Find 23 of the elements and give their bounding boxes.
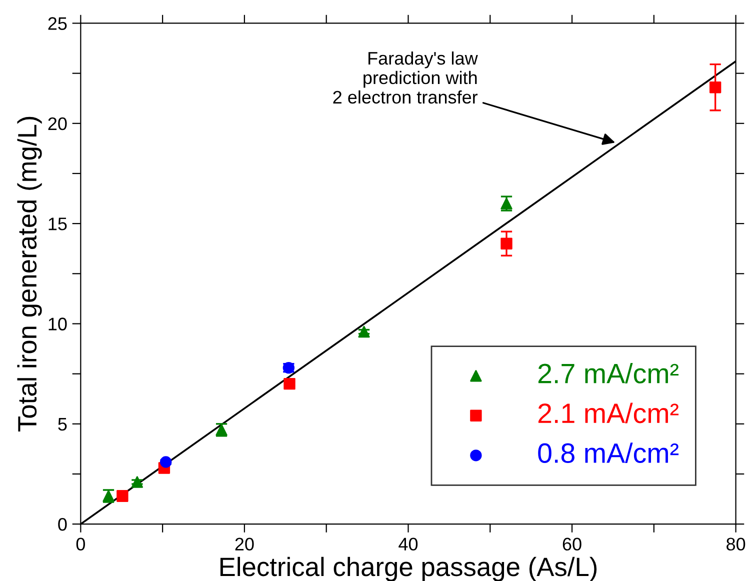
- point: [358, 326, 370, 338]
- legend-label: 2.7 mA/cm²: [538, 363, 679, 384]
- y-tick-label: 5: [58, 418, 67, 431]
- x-tick-label: 40: [398, 538, 418, 551]
- legend-label: 2.1 mA/cm²: [538, 402, 679, 424]
- y-tick-label: 15: [48, 218, 67, 230]
- annotation: Faraday's law prediction with 2 electron transfer: [333, 51, 478, 104]
- point: [160, 456, 172, 468]
- x-tick-label: 20: [235, 538, 254, 551]
- y-tick-label: 10: [48, 318, 67, 330]
- point: [709, 82, 722, 94]
- y-tick-label: 25: [48, 17, 67, 30]
- y-tick-label: 20: [48, 117, 67, 130]
- point: [284, 378, 296, 390]
- x-tick-label: 80: [726, 538, 746, 551]
- point: [131, 476, 144, 488]
- legend-label: 0.8 mA/cm²: [538, 442, 679, 463]
- y-axis-title: Total iron generated (mg/L): [17, 116, 42, 432]
- x-tick-label: 60: [562, 538, 582, 551]
- x-tick-label: 0: [76, 538, 85, 551]
- point: [500, 238, 512, 250]
- x-axis-title: Electrical charge passage (As/L): [220, 556, 597, 581]
- y-tick-label: 0: [58, 518, 67, 531]
